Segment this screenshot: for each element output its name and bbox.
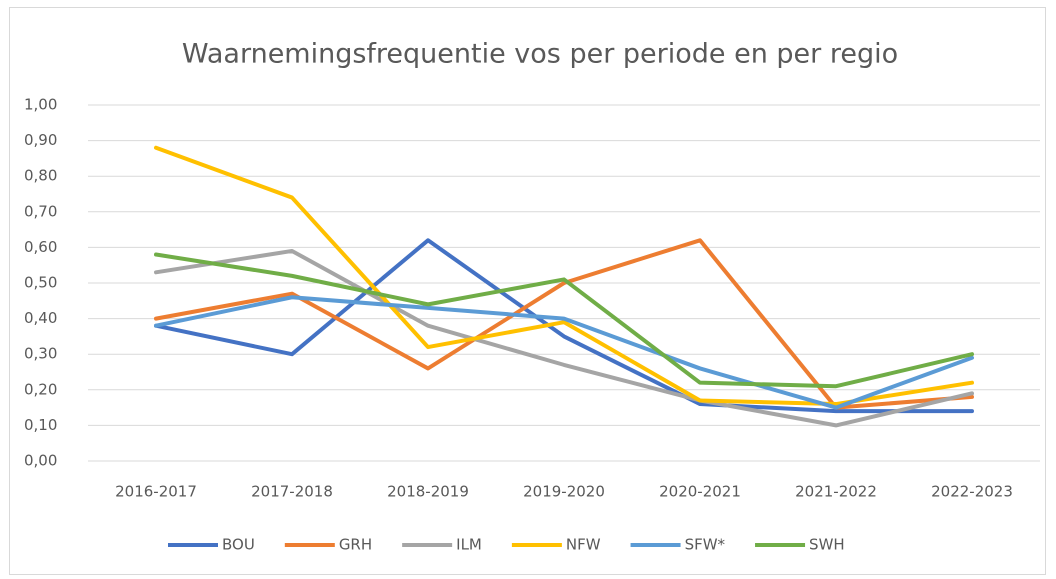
y-tick-label: 1,00 bbox=[24, 96, 57, 114]
x-tick-label: 2022-2023 bbox=[931, 483, 1013, 501]
chart-title: Waarnemingsfrequentie vos per periode en… bbox=[182, 39, 898, 70]
x-tick-label: 2021-2022 bbox=[795, 483, 877, 501]
legend-label: GRH bbox=[339, 536, 372, 554]
y-tick-label: 0,70 bbox=[24, 202, 57, 220]
legend-label: NFW bbox=[566, 536, 601, 554]
y-tick-label: 0,40 bbox=[24, 309, 57, 327]
y-tick-label: 0,50 bbox=[24, 274, 57, 292]
y-tick-label: 0,80 bbox=[24, 167, 57, 185]
series-line bbox=[154, 252, 974, 389]
x-tick-label: 2019-2020 bbox=[523, 483, 605, 501]
legend-label: SFW* bbox=[685, 536, 726, 554]
x-tick-label: 2020-2021 bbox=[659, 483, 741, 501]
series-line bbox=[154, 238, 974, 414]
legend-label: BOU bbox=[222, 536, 255, 554]
y-tick-label: 0,10 bbox=[24, 416, 57, 434]
chart-border bbox=[9, 7, 1046, 575]
legend-label: SWH bbox=[809, 536, 845, 554]
series-line bbox=[154, 295, 974, 410]
y-tick-label: 0,00 bbox=[24, 452, 57, 470]
y-tick-label: 0,20 bbox=[24, 380, 57, 398]
x-tick-label: 2017-2018 bbox=[251, 483, 333, 501]
x-tick-label: 2016-2017 bbox=[115, 483, 197, 501]
y-tick-label: 0,60 bbox=[24, 238, 57, 256]
x-tick-label: 2018-2019 bbox=[387, 483, 469, 501]
legend-label: ILM bbox=[456, 536, 482, 554]
y-tick-label: 0,30 bbox=[24, 345, 57, 363]
series-line bbox=[154, 248, 974, 428]
y-tick-label: 0,90 bbox=[24, 131, 57, 149]
series-line bbox=[154, 145, 974, 407]
